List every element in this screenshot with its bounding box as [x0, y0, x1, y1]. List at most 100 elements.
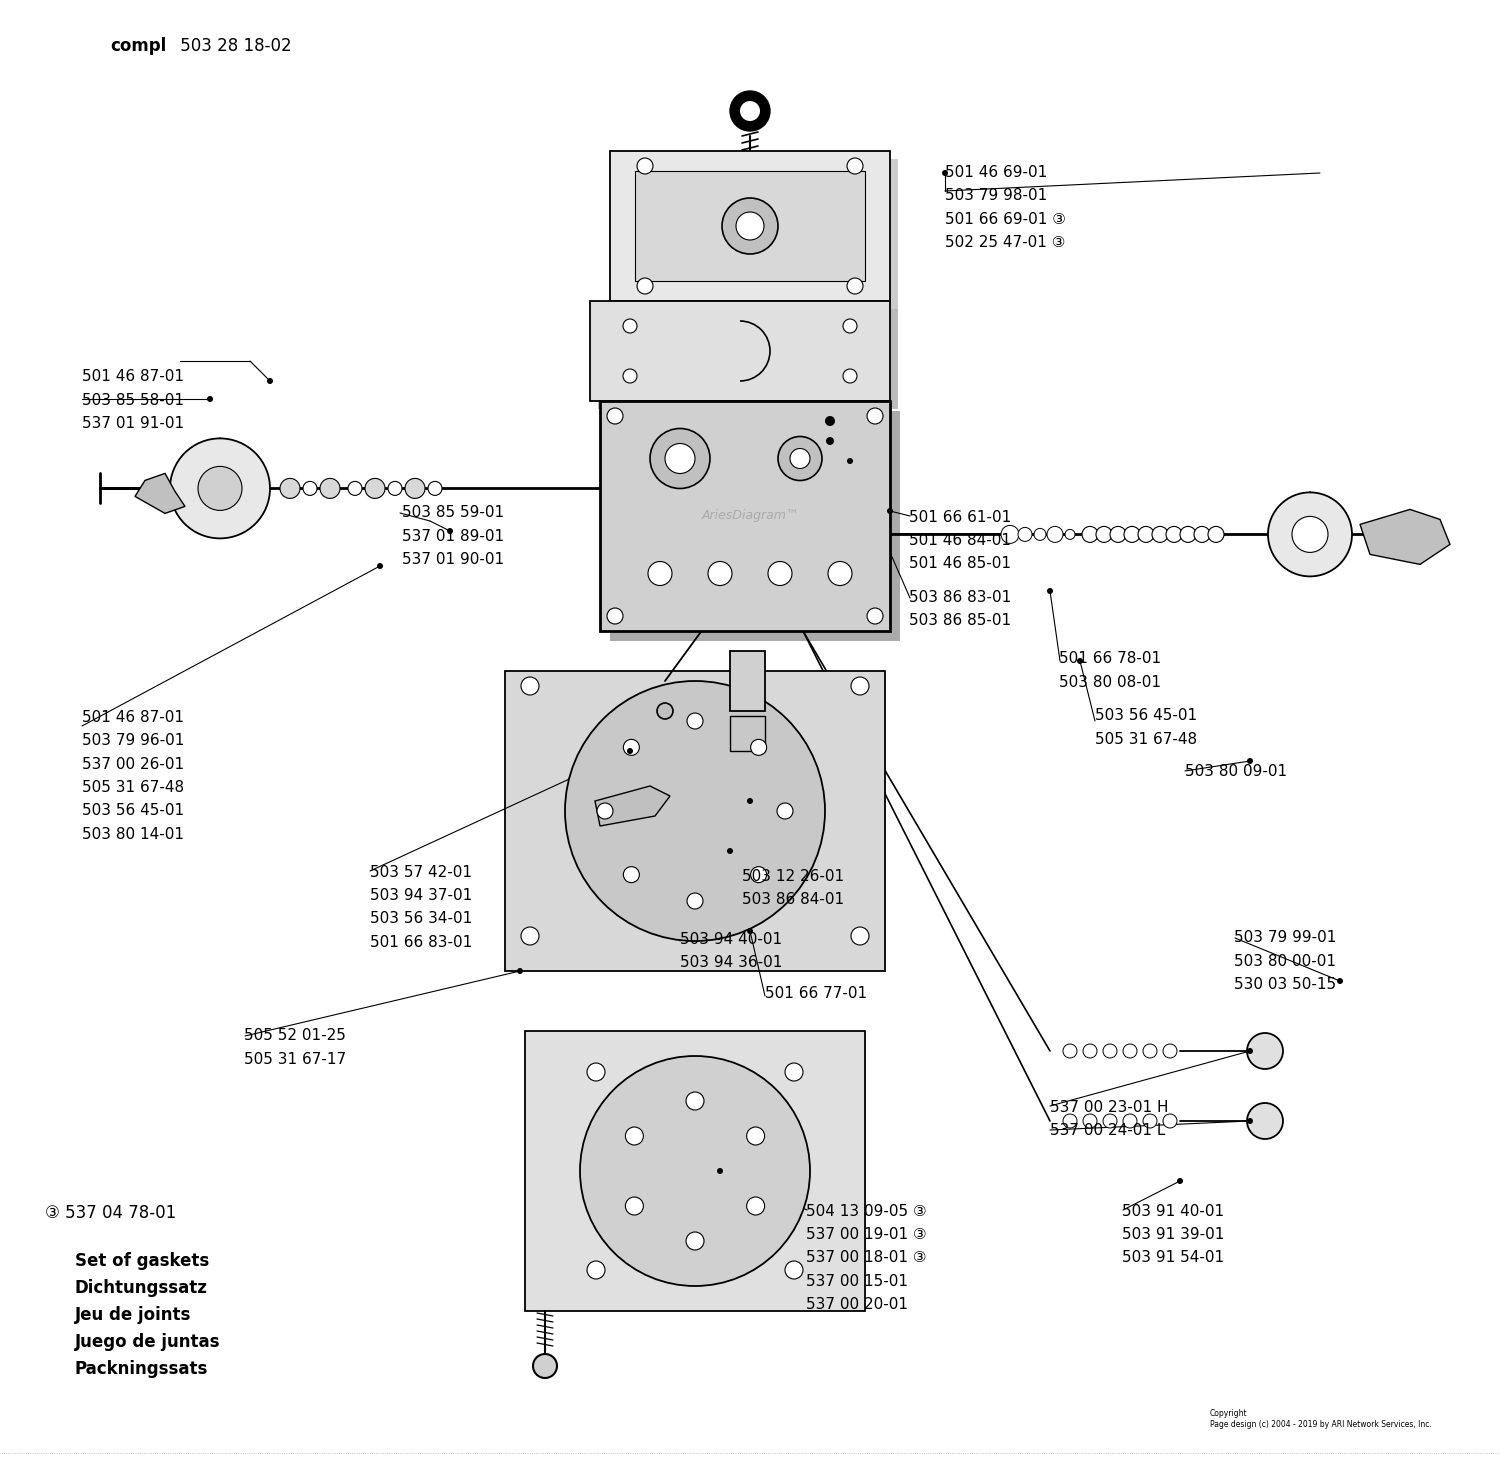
- Text: AriesDiagram™: AriesDiagram™: [702, 510, 798, 523]
- Text: 501 46 69-01: 501 46 69-01: [945, 165, 1047, 180]
- Circle shape: [1082, 526, 1098, 542]
- Circle shape: [1268, 492, 1352, 577]
- Circle shape: [627, 748, 633, 754]
- Bar: [506, 671, 885, 972]
- Circle shape: [1083, 1045, 1096, 1058]
- Circle shape: [1194, 526, 1210, 542]
- Circle shape: [1246, 1033, 1282, 1069]
- Circle shape: [388, 482, 402, 495]
- Text: 537 00 18-01 ③: 537 00 18-01 ③: [806, 1251, 926, 1265]
- Circle shape: [638, 278, 652, 294]
- Text: 501 46 84-01: 501 46 84-01: [909, 533, 1011, 548]
- Circle shape: [942, 169, 948, 175]
- Text: Packningssats: Packningssats: [75, 1360, 209, 1378]
- Circle shape: [850, 676, 868, 695]
- Circle shape: [850, 926, 868, 945]
- Circle shape: [1208, 526, 1224, 542]
- Circle shape: [847, 278, 862, 294]
- Bar: [600, 400, 890, 631]
- Circle shape: [747, 798, 753, 804]
- Text: 537 00 15-01: 537 00 15-01: [806, 1274, 907, 1289]
- Text: 537 00 20-01: 537 00 20-01: [806, 1297, 907, 1312]
- Text: 503 56 45-01: 503 56 45-01: [82, 804, 184, 818]
- Text: 503 94 37-01: 503 94 37-01: [370, 888, 472, 903]
- Circle shape: [827, 437, 834, 446]
- Circle shape: [1246, 1103, 1282, 1140]
- Circle shape: [1124, 526, 1140, 542]
- Circle shape: [1138, 526, 1154, 542]
- Circle shape: [843, 370, 856, 383]
- Text: 503 86 84-01: 503 86 84-01: [742, 893, 844, 907]
- Circle shape: [622, 318, 638, 333]
- Circle shape: [1077, 657, 1083, 663]
- Text: 503 86 83-01: 503 86 83-01: [909, 590, 1011, 605]
- Polygon shape: [596, 786, 670, 825]
- Circle shape: [790, 449, 810, 469]
- Circle shape: [747, 1197, 765, 1216]
- Circle shape: [626, 1126, 644, 1145]
- Polygon shape: [135, 473, 184, 513]
- Circle shape: [586, 1064, 604, 1081]
- Circle shape: [427, 482, 442, 495]
- Circle shape: [1166, 526, 1182, 542]
- Text: 503 12 26-01: 503 12 26-01: [742, 869, 844, 884]
- Circle shape: [768, 561, 792, 586]
- Text: 501 66 61-01: 501 66 61-01: [909, 510, 1011, 524]
- Circle shape: [843, 318, 856, 333]
- Text: 537 00 19-01 ③: 537 00 19-01 ③: [806, 1227, 926, 1242]
- Circle shape: [1180, 526, 1196, 542]
- Circle shape: [648, 561, 672, 586]
- Circle shape: [664, 444, 694, 473]
- Polygon shape: [1360, 510, 1450, 564]
- Circle shape: [520, 926, 538, 945]
- Text: 503 79 96-01: 503 79 96-01: [82, 733, 184, 748]
- Text: 503 91 40-01: 503 91 40-01: [1122, 1204, 1224, 1218]
- Circle shape: [376, 562, 382, 568]
- Bar: [590, 301, 890, 400]
- Circle shape: [1246, 1048, 1252, 1053]
- Circle shape: [267, 378, 273, 384]
- Text: 501 66 83-01: 501 66 83-01: [370, 935, 472, 950]
- Bar: [618, 159, 898, 308]
- Circle shape: [657, 703, 674, 719]
- Circle shape: [198, 466, 242, 510]
- Circle shape: [1152, 526, 1168, 542]
- Circle shape: [348, 482, 361, 495]
- Circle shape: [828, 561, 852, 586]
- Bar: [730, 652, 765, 712]
- Text: 537 00 23-01 H: 537 00 23-01 H: [1050, 1100, 1168, 1115]
- Circle shape: [1246, 1118, 1252, 1124]
- Circle shape: [320, 478, 340, 498]
- Circle shape: [686, 1091, 703, 1110]
- Text: 530 03 50-15: 530 03 50-15: [1234, 977, 1336, 992]
- Circle shape: [750, 866, 766, 882]
- Circle shape: [1102, 1045, 1118, 1058]
- Text: 503 91 54-01: 503 91 54-01: [1122, 1251, 1224, 1265]
- Circle shape: [1336, 977, 1342, 985]
- Circle shape: [750, 739, 766, 755]
- Circle shape: [847, 158, 862, 174]
- Circle shape: [624, 739, 639, 755]
- Text: 503 28 18-02: 503 28 18-02: [176, 37, 291, 56]
- Text: 505 31 67-48: 505 31 67-48: [82, 780, 184, 795]
- Text: 503 94 36-01: 503 94 36-01: [680, 955, 782, 970]
- Circle shape: [740, 101, 760, 121]
- Circle shape: [784, 1064, 802, 1081]
- Text: 503 56 34-01: 503 56 34-01: [370, 912, 472, 926]
- Text: 503 80 00-01: 503 80 00-01: [1234, 954, 1336, 969]
- Circle shape: [650, 428, 710, 488]
- Circle shape: [1102, 1113, 1118, 1128]
- Circle shape: [1178, 1178, 1184, 1183]
- Circle shape: [1047, 526, 1064, 542]
- Circle shape: [747, 928, 753, 934]
- Bar: [610, 411, 900, 641]
- Text: 505 52 01-25: 505 52 01-25: [244, 1029, 346, 1043]
- Circle shape: [1162, 1113, 1178, 1128]
- Text: 501 66 69-01 ③: 501 66 69-01 ③: [945, 212, 1066, 226]
- Circle shape: [626, 1197, 644, 1216]
- Circle shape: [520, 676, 538, 695]
- Text: 503 79 99-01: 503 79 99-01: [1234, 931, 1336, 945]
- Circle shape: [624, 866, 639, 882]
- Circle shape: [847, 457, 853, 465]
- Text: compl: compl: [110, 37, 166, 56]
